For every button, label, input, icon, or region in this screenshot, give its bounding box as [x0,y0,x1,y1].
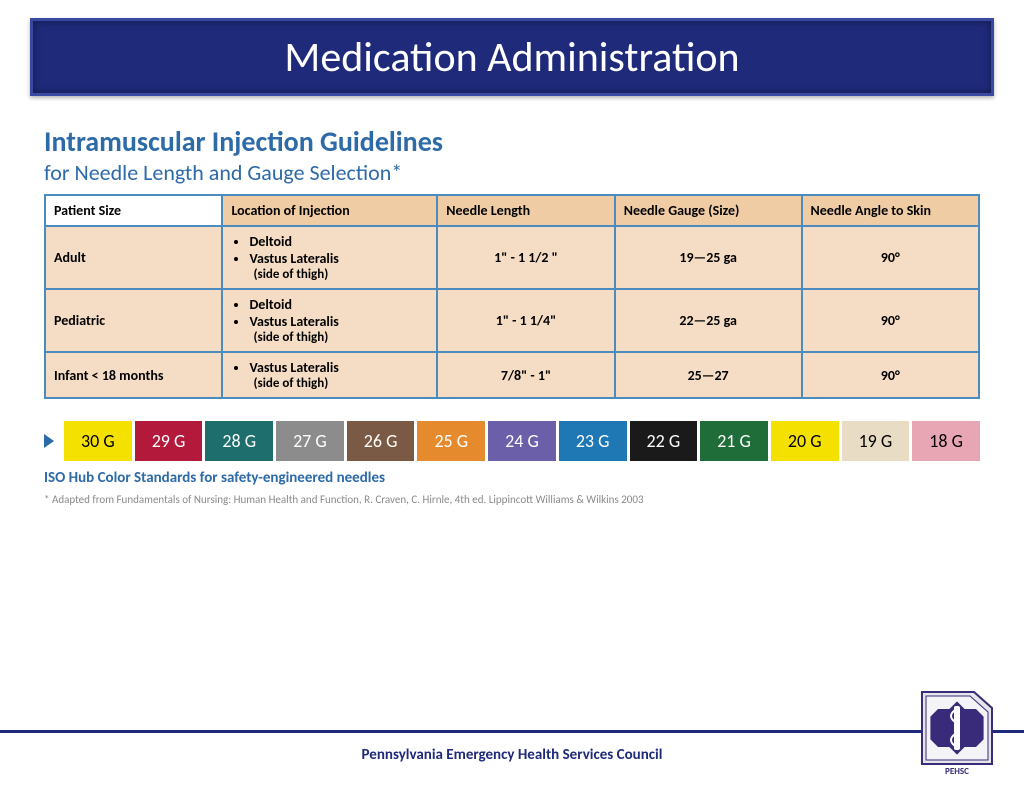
triangle-marker-icon [44,434,54,448]
cell-gauge: 25—27 [615,352,802,398]
table-row: PediatricDeltoidVastus Lateralis(side of… [45,289,979,352]
col-length: Needle Length [437,195,614,226]
guide-subheading: for Needle Length and Gauge Selection* [44,159,980,186]
cell-patient-size: Pediatric [45,289,222,352]
gauge-swatch: 24 G [488,421,556,461]
col-location: Location of Injection [222,195,437,226]
table-header-row: Patient Size Location of Injection Needl… [45,195,979,226]
footer-text: Pennsylvania Emergency Health Services C… [362,746,663,764]
iso-label: ISO Hub Color Standards for safety-engin… [44,469,980,487]
pehsc-logo: PEHSC [916,686,998,778]
cell-location: DeltoidVastus Lateralis(side of thigh) [222,226,437,289]
gauge-swatch: 21 G [700,421,768,461]
col-gauge: Needle Gauge (Size) [615,195,802,226]
gauge-swatch: 29 G [135,421,203,461]
gauge-swatch: 28 G [205,421,273,461]
table-row: Infant < 18 monthsVastus Lateralis(side … [45,352,979,398]
table-row: AdultDeltoidVastus Lateralis(side of thi… [45,226,979,289]
gauge-swatch: 18 G [912,421,980,461]
cell-angle: 90° [802,352,979,398]
gauge-swatch: 19 G [842,421,910,461]
footer: Pennsylvania Emergency Health Services C… [0,730,1024,764]
col-patient-size: Patient Size [45,195,222,226]
cell-angle: 90° [802,289,979,352]
cell-location: Vastus Lateralis(side of thigh) [222,352,437,398]
cell-gauge: 19—25 ga [615,226,802,289]
guide-heading: Intramuscular Injection Guidelines [44,124,980,159]
cell-length: 7/8" - 1" [437,352,614,398]
cell-length: 1" - 1 1/4" [437,289,614,352]
cell-gauge: 22—25 ga [615,289,802,352]
gauge-swatch: 30 G [64,421,132,461]
guidelines-table: Patient Size Location of Injection Needl… [44,194,980,399]
title-bar: Medication Administration [30,18,994,96]
gauge-swatch: 26 G [347,421,415,461]
cell-length: 1" - 1 1/2 " [437,226,614,289]
adapted-note: * Adapted from Fundamentals of Nursing: … [44,493,980,506]
content-area: Intramuscular Injection Guidelines for N… [0,96,1024,506]
cell-location: DeltoidVastus Lateralis(side of thigh) [222,289,437,352]
gauge-swatch: 23 G [559,421,627,461]
cell-patient-size: Infant < 18 months [45,352,222,398]
cell-patient-size: Adult [45,226,222,289]
cell-angle: 90° [802,226,979,289]
page-title: Medication Administration [284,32,739,83]
gauge-color-row: 30 G29 G28 G27 G26 G25 G24 G23 G22 G21 G… [44,421,980,461]
gauge-swatch: 20 G [771,421,839,461]
gauge-swatch: 22 G [630,421,698,461]
gauge-swatch: 25 G [417,421,485,461]
col-angle: Needle Angle to Skin [802,195,979,226]
gauge-swatch: 27 G [276,421,344,461]
